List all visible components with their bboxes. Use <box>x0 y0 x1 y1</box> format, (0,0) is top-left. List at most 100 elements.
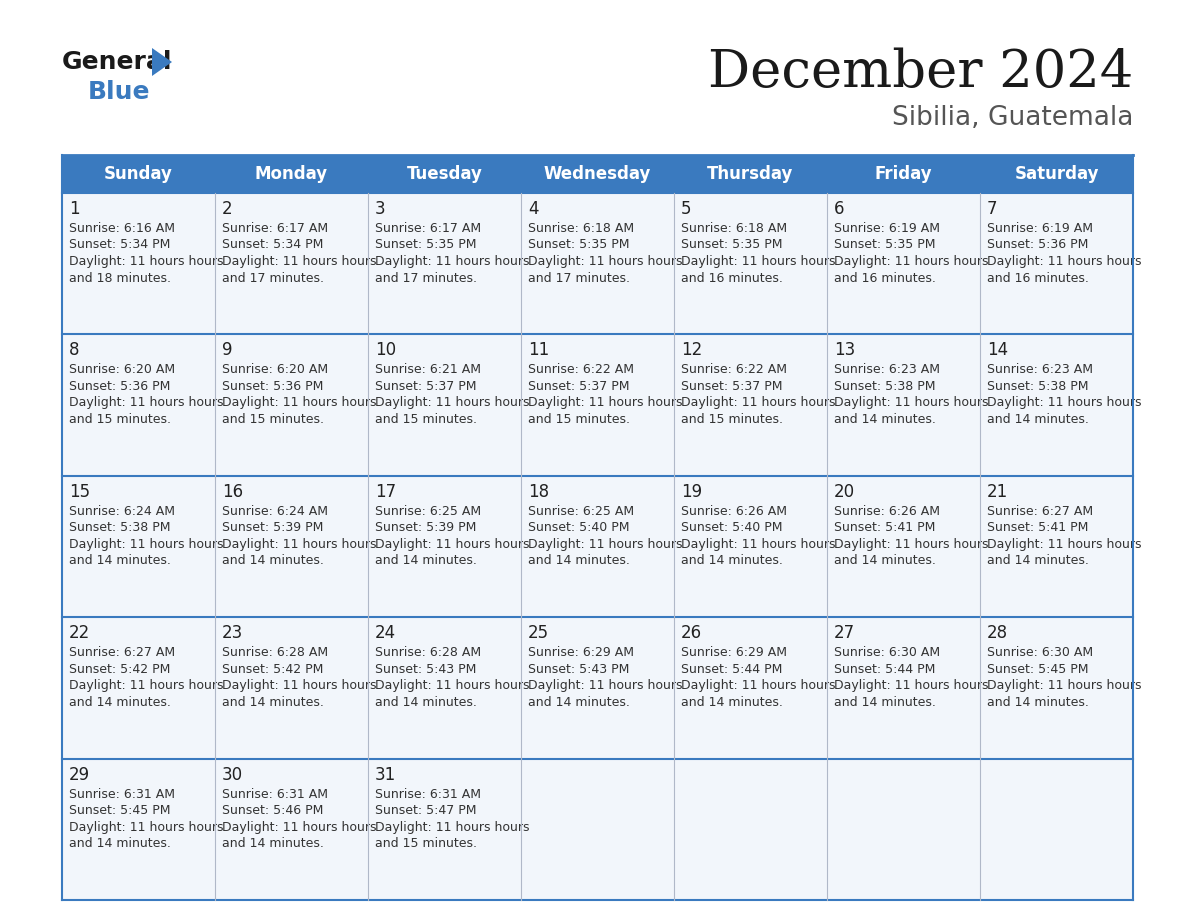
Text: Daylight: 11 hours hours: Daylight: 11 hours hours <box>375 538 530 551</box>
Text: Daylight: 11 hours hours: Daylight: 11 hours hours <box>69 821 223 834</box>
Text: Sunrise: 6:18 AM: Sunrise: 6:18 AM <box>681 222 788 235</box>
Text: Sunset: 5:41 PM: Sunset: 5:41 PM <box>834 521 935 534</box>
Text: and 14 minutes.: and 14 minutes. <box>834 696 936 709</box>
Text: and 15 minutes.: and 15 minutes. <box>222 413 324 426</box>
Text: Sunset: 5:44 PM: Sunset: 5:44 PM <box>681 663 783 676</box>
Text: Daylight: 11 hours hours: Daylight: 11 hours hours <box>69 397 223 409</box>
Text: Blue: Blue <box>88 80 151 104</box>
Text: 17: 17 <box>375 483 396 501</box>
Text: Sunrise: 6:31 AM: Sunrise: 6:31 AM <box>222 788 328 800</box>
Text: Sunset: 5:36 PM: Sunset: 5:36 PM <box>987 239 1088 252</box>
Text: Sunset: 5:40 PM: Sunset: 5:40 PM <box>527 521 630 534</box>
Bar <box>62 193 1133 334</box>
Text: Sunrise: 6:23 AM: Sunrise: 6:23 AM <box>834 364 940 376</box>
Text: Sunset: 5:35 PM: Sunset: 5:35 PM <box>527 239 630 252</box>
Text: Friday: Friday <box>874 165 933 183</box>
Text: Sunset: 5:43 PM: Sunset: 5:43 PM <box>375 663 476 676</box>
Text: Saturday: Saturday <box>1015 165 1099 183</box>
Text: and 14 minutes.: and 14 minutes. <box>987 696 1089 709</box>
Text: and 16 minutes.: and 16 minutes. <box>681 272 783 285</box>
Text: 11: 11 <box>527 341 549 360</box>
Text: Sunset: 5:45 PM: Sunset: 5:45 PM <box>69 804 171 817</box>
Text: 7: 7 <box>987 200 998 218</box>
Text: Sunset: 5:37 PM: Sunset: 5:37 PM <box>527 380 630 393</box>
Text: Sunrise: 6:21 AM: Sunrise: 6:21 AM <box>375 364 481 376</box>
Text: Daylight: 11 hours hours: Daylight: 11 hours hours <box>69 679 223 692</box>
Text: Daylight: 11 hours hours: Daylight: 11 hours hours <box>375 397 530 409</box>
Text: Sunday: Sunday <box>105 165 173 183</box>
Text: and 14 minutes.: and 14 minutes. <box>222 837 324 850</box>
Text: Sunrise: 6:25 AM: Sunrise: 6:25 AM <box>375 505 481 518</box>
Text: Daylight: 11 hours hours: Daylight: 11 hours hours <box>69 538 223 551</box>
Bar <box>62 155 1133 193</box>
Text: and 15 minutes.: and 15 minutes. <box>69 413 171 426</box>
Text: Sunrise: 6:27 AM: Sunrise: 6:27 AM <box>987 505 1093 518</box>
Text: Daylight: 11 hours hours: Daylight: 11 hours hours <box>987 255 1142 268</box>
Text: Daylight: 11 hours hours: Daylight: 11 hours hours <box>375 679 530 692</box>
Text: Daylight: 11 hours hours: Daylight: 11 hours hours <box>987 538 1142 551</box>
Text: Sunset: 5:34 PM: Sunset: 5:34 PM <box>69 239 170 252</box>
Text: Sunrise: 6:17 AM: Sunrise: 6:17 AM <box>222 222 328 235</box>
Text: Sunset: 5:45 PM: Sunset: 5:45 PM <box>987 663 1088 676</box>
Text: 29: 29 <box>69 766 90 784</box>
Text: 20: 20 <box>834 483 855 501</box>
Text: Sunset: 5:41 PM: Sunset: 5:41 PM <box>987 521 1088 534</box>
Text: Daylight: 11 hours hours: Daylight: 11 hours hours <box>222 679 377 692</box>
Text: Sunset: 5:39 PM: Sunset: 5:39 PM <box>375 521 476 534</box>
Text: Sunrise: 6:27 AM: Sunrise: 6:27 AM <box>69 646 175 659</box>
Text: Daylight: 11 hours hours: Daylight: 11 hours hours <box>222 255 377 268</box>
Text: Sunrise: 6:16 AM: Sunrise: 6:16 AM <box>69 222 175 235</box>
Text: and 14 minutes.: and 14 minutes. <box>527 554 630 567</box>
Text: Sunrise: 6:20 AM: Sunrise: 6:20 AM <box>222 364 328 376</box>
Text: Wednesday: Wednesday <box>544 165 651 183</box>
Text: Daylight: 11 hours hours: Daylight: 11 hours hours <box>987 679 1142 692</box>
Text: Sunset: 5:38 PM: Sunset: 5:38 PM <box>69 521 171 534</box>
Text: Daylight: 11 hours hours: Daylight: 11 hours hours <box>222 821 377 834</box>
Text: Daylight: 11 hours hours: Daylight: 11 hours hours <box>834 397 988 409</box>
Text: and 14 minutes.: and 14 minutes. <box>222 696 324 709</box>
Text: Sunrise: 6:26 AM: Sunrise: 6:26 AM <box>834 505 940 518</box>
Text: and 17 minutes.: and 17 minutes. <box>222 272 324 285</box>
Text: and 14 minutes.: and 14 minutes. <box>527 696 630 709</box>
Text: Daylight: 11 hours hours: Daylight: 11 hours hours <box>527 255 682 268</box>
Text: and 14 minutes.: and 14 minutes. <box>681 696 783 709</box>
Text: Daylight: 11 hours hours: Daylight: 11 hours hours <box>834 255 988 268</box>
Text: Sunrise: 6:18 AM: Sunrise: 6:18 AM <box>527 222 634 235</box>
Text: Daylight: 11 hours hours: Daylight: 11 hours hours <box>527 397 682 409</box>
Text: Daylight: 11 hours hours: Daylight: 11 hours hours <box>527 538 682 551</box>
Bar <box>62 334 1133 476</box>
Text: Sunset: 5:34 PM: Sunset: 5:34 PM <box>222 239 323 252</box>
Text: 5: 5 <box>681 200 691 218</box>
Text: 9: 9 <box>222 341 233 360</box>
Bar <box>62 476 1133 617</box>
Text: Sunset: 5:39 PM: Sunset: 5:39 PM <box>222 521 323 534</box>
Text: Sunrise: 6:24 AM: Sunrise: 6:24 AM <box>222 505 328 518</box>
Text: 28: 28 <box>987 624 1009 643</box>
Text: Daylight: 11 hours hours: Daylight: 11 hours hours <box>834 538 988 551</box>
Text: Sunset: 5:40 PM: Sunset: 5:40 PM <box>681 521 783 534</box>
Text: and 14 minutes.: and 14 minutes. <box>69 696 171 709</box>
Text: and 15 minutes.: and 15 minutes. <box>681 413 783 426</box>
Text: 3: 3 <box>375 200 386 218</box>
Text: Sunrise: 6:19 AM: Sunrise: 6:19 AM <box>834 222 940 235</box>
Text: and 14 minutes.: and 14 minutes. <box>987 554 1089 567</box>
Text: 10: 10 <box>375 341 396 360</box>
Text: Sunset: 5:37 PM: Sunset: 5:37 PM <box>375 380 476 393</box>
Text: Sunrise: 6:22 AM: Sunrise: 6:22 AM <box>681 364 786 376</box>
Text: Sunset: 5:38 PM: Sunset: 5:38 PM <box>987 380 1088 393</box>
Text: and 14 minutes.: and 14 minutes. <box>834 554 936 567</box>
Text: Sunset: 5:35 PM: Sunset: 5:35 PM <box>834 239 935 252</box>
Text: Daylight: 11 hours hours: Daylight: 11 hours hours <box>987 397 1142 409</box>
Text: Sunrise: 6:17 AM: Sunrise: 6:17 AM <box>375 222 481 235</box>
Bar <box>62 617 1133 758</box>
Text: 2: 2 <box>222 200 233 218</box>
Text: Daylight: 11 hours hours: Daylight: 11 hours hours <box>222 538 377 551</box>
Text: Sunrise: 6:28 AM: Sunrise: 6:28 AM <box>222 646 328 659</box>
Text: Sunset: 5:35 PM: Sunset: 5:35 PM <box>375 239 476 252</box>
Text: 8: 8 <box>69 341 80 360</box>
Text: General: General <box>62 50 172 74</box>
Text: Sunrise: 6:31 AM: Sunrise: 6:31 AM <box>375 788 481 800</box>
Text: and 15 minutes.: and 15 minutes. <box>527 413 630 426</box>
Text: Sunset: 5:35 PM: Sunset: 5:35 PM <box>681 239 783 252</box>
Text: Sunset: 5:47 PM: Sunset: 5:47 PM <box>375 804 476 817</box>
